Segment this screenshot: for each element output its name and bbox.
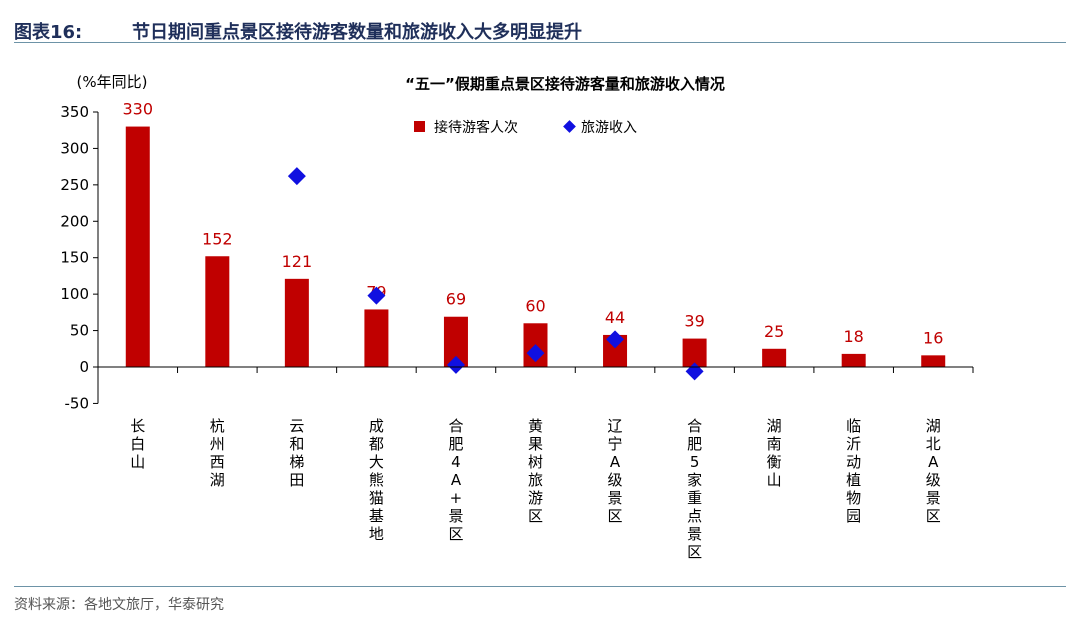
bar <box>921 355 946 367</box>
header-rule <box>14 42 1066 43</box>
y-axis-label: (%年同比) <box>77 73 148 91</box>
x-tick-label: 临沂动植物园 <box>846 417 861 525</box>
bar <box>364 309 389 367</box>
y-tick-label: -50 <box>65 394 90 412</box>
bar <box>762 348 787 367</box>
x-tick-label: 成都大熊猫基地 <box>369 417 384 543</box>
legend-bar-swatch <box>414 121 425 132</box>
legend-marker-swatch <box>563 120 576 133</box>
bar-value-label: 69 <box>446 290 466 309</box>
marker-series <box>287 167 704 381</box>
bar <box>682 338 707 367</box>
bar <box>205 256 230 367</box>
x-tick-label: 合肥 5 家重点景区 <box>687 417 702 561</box>
revenue-marker <box>606 330 625 349</box>
x-tick-label: 湖北 A 级景区 <box>926 417 941 525</box>
bar-value-label: 330 <box>122 100 153 119</box>
legend-bar-label: 接待游客人次 <box>434 119 518 136</box>
y-tick-label: 350 <box>60 103 89 121</box>
bar-series: 3301521217969604439251816 <box>122 100 946 367</box>
chart-title: “五一”假期重点景区接待游客量和旅游收入情况 <box>405 75 725 93</box>
y-tick-label: 0 <box>79 358 89 376</box>
y-axis: -50 0 50 100 150 200 250 300 350 <box>60 103 99 412</box>
bar-value-label: 16 <box>923 328 943 347</box>
legend: 接待游客人次 旅游收入 <box>414 119 637 136</box>
y-tick-label: 50 <box>70 322 89 340</box>
y-tick-label: 300 <box>60 139 89 157</box>
bar-chart: “五一”假期重点景区接待游客量和旅游收入情况 (%年同比) 接待游客人次 旅游收… <box>60 73 974 561</box>
figure-number: 图表16: <box>14 22 83 43</box>
source-note: 资料来源：各地文旅厅，华泰研究 <box>14 597 224 613</box>
y-tick-label: 100 <box>60 285 89 303</box>
bar <box>841 353 866 367</box>
footer-rule <box>14 586 1066 587</box>
bar-value-label: 152 <box>202 229 233 248</box>
legend-marker-label: 旅游收入 <box>581 120 637 136</box>
x-tick-label: 长白山 <box>130 417 145 471</box>
bar-value-label: 121 <box>282 252 313 271</box>
bar-value-label: 60 <box>525 296 545 315</box>
revenue-marker <box>367 286 386 305</box>
bar-value-label: 25 <box>764 322 784 341</box>
y-tick-label: 150 <box>60 249 89 267</box>
bar-value-label: 44 <box>605 308 625 327</box>
figure-title: 节日期间重点景区接待游客数量和旅游收入大多明显提升 <box>132 22 582 43</box>
y-tick-label: 200 <box>60 212 89 230</box>
bar-value-label: 18 <box>844 327 864 346</box>
y-tick-label: 250 <box>60 176 89 194</box>
revenue-marker <box>526 344 545 363</box>
x-tick-label: 黄果树旅游区 <box>528 417 543 525</box>
x-tick-label: 合肥 4 A +景区 <box>448 417 463 543</box>
bar <box>284 278 309 367</box>
x-tick-label: 湖南衡山 <box>767 417 782 489</box>
x-tick-label: 辽宁 A 级景区 <box>608 417 623 525</box>
revenue-marker <box>287 167 306 186</box>
x-tick-label: 杭州西湖 <box>210 417 225 489</box>
revenue-marker <box>446 355 465 374</box>
figure-header: 图表16: 节日期间重点景区接待游客数量和旅游收入大多明显提升 <box>14 14 1066 43</box>
bar-value-label: 39 <box>684 312 704 331</box>
bar <box>125 126 150 367</box>
x-tick-label: 云和梯田 <box>289 417 304 489</box>
x-axis: 长白山 杭州西湖 云和梯田 成都大熊猫基地 合肥 4 A +景区 黄果树旅游区 辽宁 A 级景区 合肥 5… <box>97 366 974 561</box>
